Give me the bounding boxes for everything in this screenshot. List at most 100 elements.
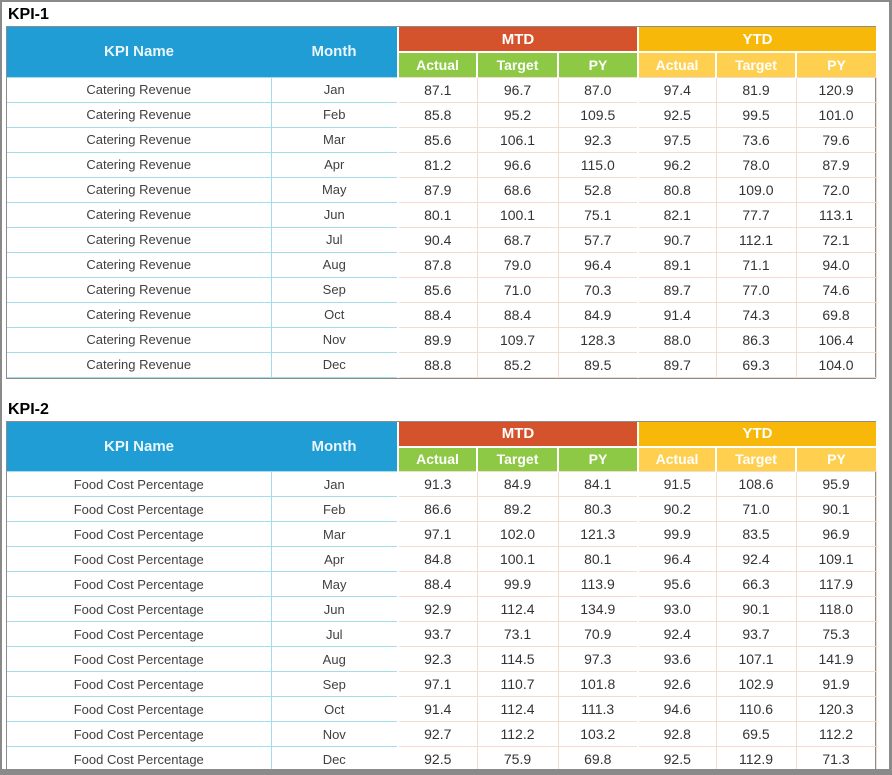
ytd-actual-cell[interactable]: 94.6 (637, 696, 717, 722)
kpi-name-cell[interactable]: Catering Revenue (7, 151, 272, 178)
ytd-py-cell[interactable]: 118.0 (795, 596, 877, 622)
mtd-py-cell[interactable]: 52.8 (557, 176, 639, 203)
mtd-actual-cell[interactable]: 86.6 (397, 496, 478, 522)
month-cell[interactable]: Aug (270, 646, 399, 672)
kpi-name-cell[interactable]: Catering Revenue (7, 326, 272, 353)
ytd-py-cell[interactable]: 90.1 (795, 496, 877, 522)
month-cell[interactable]: Jul (270, 621, 399, 647)
ytd-actual-header[interactable]: Actual (637, 52, 716, 77)
mtd-target-cell[interactable]: 68.7 (476, 226, 559, 253)
month-cell[interactable]: Sep (270, 671, 399, 697)
mtd-actual-cell[interactable]: 91.4 (397, 696, 478, 722)
ytd-py-cell[interactable]: 87.9 (795, 151, 877, 178)
mtd-py-cell[interactable]: 97.3 (557, 646, 639, 672)
mtd-py-cell[interactable]: 87.0 (557, 76, 639, 103)
mtd-actual-cell[interactable]: 91.3 (397, 471, 478, 497)
ytd-target-cell[interactable]: 92.4 (715, 546, 797, 572)
mtd-actual-cell[interactable]: 92.5 (397, 746, 478, 769)
mtd-target-cell[interactable]: 112.4 (476, 596, 559, 622)
month-cell[interactable]: Dec (270, 351, 399, 378)
ytd-actual-cell[interactable]: 82.1 (637, 201, 717, 228)
ytd-actual-cell[interactable]: 92.6 (637, 671, 717, 697)
mtd-py-cell[interactable]: 128.3 (557, 326, 639, 353)
mtd-actual-cell[interactable]: 92.9 (397, 596, 478, 622)
ytd-py-cell[interactable]: 117.9 (795, 571, 877, 597)
mtd-py-cell[interactable]: 103.2 (557, 721, 639, 747)
ytd-target-cell[interactable]: 66.3 (715, 571, 797, 597)
mtd-target-header[interactable]: Target (476, 446, 558, 472)
mtd-target-cell[interactable]: 88.4 (476, 301, 559, 328)
kpi-name-cell[interactable]: Catering Revenue (7, 176, 272, 203)
mtd-target-cell[interactable]: 106.1 (476, 126, 559, 153)
month-cell[interactable]: Sep (270, 276, 399, 303)
ytd-py-cell[interactable]: 104.0 (795, 351, 877, 378)
kpi-name-header[interactable]: KPI Name (7, 27, 271, 77)
mtd-target-cell[interactable]: 71.0 (476, 276, 559, 303)
kpi-name-cell[interactable]: Food Cost Percentage (7, 521, 272, 547)
ytd-target-cell[interactable]: 71.0 (715, 496, 797, 522)
ytd-actual-cell[interactable]: 89.7 (637, 351, 717, 378)
ytd-py-cell[interactable]: 141.9 (795, 646, 877, 672)
mtd-py-cell[interactable]: 121.3 (557, 521, 639, 547)
mtd-py-cell[interactable]: 69.8 (557, 746, 639, 769)
mtd-group-header[interactable]: MTD (398, 27, 638, 53)
ytd-py-cell[interactable]: 75.3 (795, 621, 877, 647)
mtd-target-cell[interactable]: 102.0 (476, 521, 559, 547)
mtd-target-cell[interactable]: 73.1 (476, 621, 559, 647)
mtd-py-cell[interactable]: 75.1 (557, 201, 639, 228)
ytd-actual-cell[interactable]: 92.8 (637, 721, 717, 747)
mtd-py-header[interactable]: PY (557, 52, 638, 77)
kpi-name-cell[interactable]: Food Cost Percentage (7, 571, 272, 597)
mtd-actual-cell[interactable]: 92.3 (397, 646, 478, 672)
mtd-actual-cell[interactable]: 81.2 (397, 151, 478, 178)
ytd-target-cell[interactable]: 90.1 (715, 596, 797, 622)
mtd-py-cell[interactable]: 84.9 (557, 301, 639, 328)
month-cell[interactable]: Nov (270, 326, 399, 353)
mtd-actual-cell[interactable]: 89.9 (397, 326, 478, 353)
kpi-name-cell[interactable]: Catering Revenue (7, 76, 272, 103)
mtd-target-cell[interactable]: 79.0 (476, 251, 559, 278)
ytd-py-cell[interactable]: 109.1 (795, 546, 877, 572)
mtd-py-cell[interactable]: 109.5 (557, 101, 639, 128)
kpi-name-cell[interactable]: Food Cost Percentage (7, 646, 272, 672)
kpi-name-cell[interactable]: Catering Revenue (7, 351, 272, 378)
mtd-py-cell[interactable]: 134.9 (557, 596, 639, 622)
mtd-actual-cell[interactable]: 85.6 (397, 276, 478, 303)
ytd-py-cell[interactable]: 120.9 (795, 76, 877, 103)
mtd-target-cell[interactable]: 68.6 (476, 176, 559, 203)
mtd-group-header[interactable]: MTD (398, 421, 638, 448)
month-cell[interactable]: Feb (270, 101, 399, 128)
month-cell[interactable]: Aug (270, 251, 399, 278)
ytd-target-header[interactable]: Target (715, 446, 796, 472)
month-cell[interactable]: Dec (270, 746, 399, 769)
month-header[interactable]: Month (271, 27, 399, 77)
ytd-py-cell[interactable]: 71.3 (795, 746, 877, 769)
mtd-py-cell[interactable]: 92.3 (557, 126, 639, 153)
kpi-name-header[interactable]: KPI Name (7, 421, 271, 472)
ytd-actual-cell[interactable]: 96.2 (637, 151, 717, 178)
ytd-py-cell[interactable]: 79.6 (795, 126, 877, 153)
mtd-actual-cell[interactable]: 87.8 (397, 251, 478, 278)
mtd-target-cell[interactable]: 114.5 (476, 646, 559, 672)
mtd-actual-cell[interactable]: 97.1 (397, 671, 478, 697)
month-cell[interactable]: Oct (270, 301, 399, 328)
mtd-target-cell[interactable]: 112.4 (476, 696, 559, 722)
ytd-py-cell[interactable]: 120.3 (795, 696, 877, 722)
kpi-name-cell[interactable]: Food Cost Percentage (7, 671, 272, 697)
ytd-actual-cell[interactable]: 99.9 (637, 521, 717, 547)
ytd-py-header[interactable]: PY (794, 52, 877, 77)
mtd-py-cell[interactable]: 84.1 (557, 471, 639, 497)
ytd-py-cell[interactable]: 96.9 (795, 521, 877, 547)
mtd-py-header[interactable]: PY (557, 446, 638, 472)
mtd-py-cell[interactable]: 111.3 (557, 696, 639, 722)
kpi-name-cell[interactable]: Catering Revenue (7, 301, 272, 328)
mtd-target-cell[interactable]: 112.2 (476, 721, 559, 747)
ytd-target-cell[interactable]: 81.9 (715, 76, 797, 103)
mtd-actual-cell[interactable]: 85.6 (397, 126, 478, 153)
mtd-target-cell[interactable]: 96.6 (476, 151, 559, 178)
ytd-actual-cell[interactable]: 93.6 (637, 646, 717, 672)
mtd-target-cell[interactable]: 75.9 (476, 746, 559, 769)
ytd-target-cell[interactable]: 71.1 (715, 251, 797, 278)
mtd-actual-cell[interactable]: 88.4 (397, 571, 478, 597)
ytd-target-cell[interactable]: 78.0 (715, 151, 797, 178)
